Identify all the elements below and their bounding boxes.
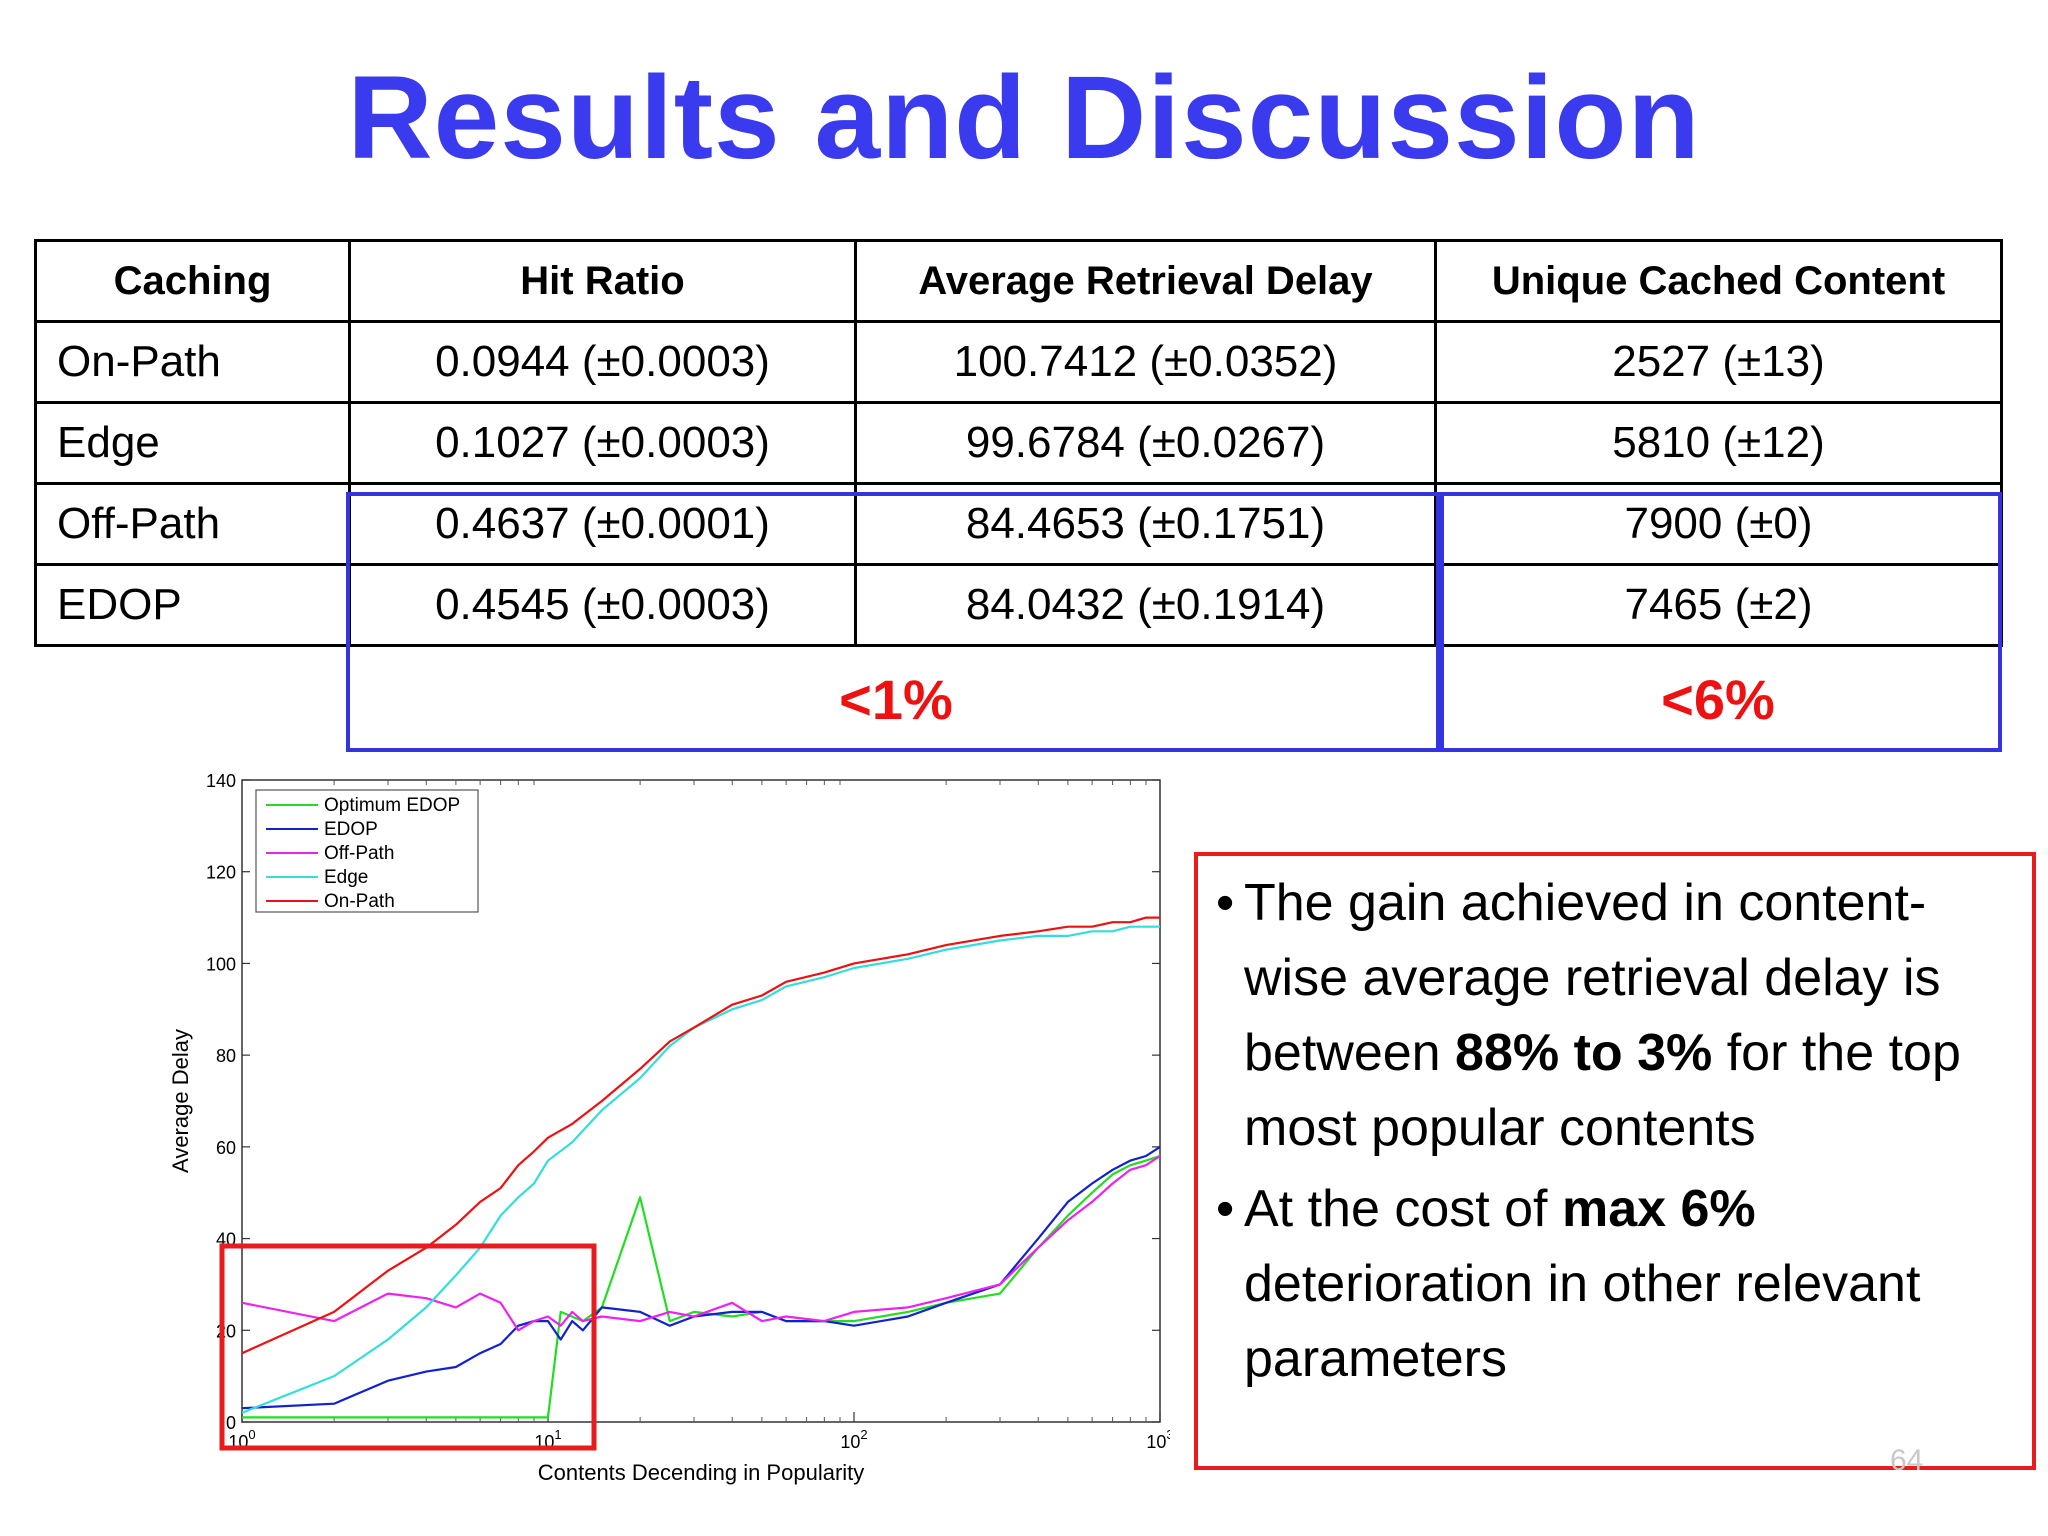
table-cell: 0.4637 (±0.0001)	[348, 482, 857, 566]
y-tick-label: 120	[206, 863, 236, 883]
table-cell: 7465 (±2)	[1434, 563, 2003, 647]
legend-box	[255, 789, 479, 913]
table-row: On-Path 0.0944 (±0.0003) 100.7412 (±0.03…	[34, 320, 2003, 404]
table-row: EDOP 0.4545 (±0.0003) 84.0432 (±0.1914) …	[34, 563, 2003, 647]
table-cell: 84.4653 (±0.1751)	[854, 482, 1437, 566]
bullet-text: At the cost of	[1244, 1180, 1562, 1238]
legend-label-off-path: Off-Path	[324, 843, 394, 864]
table-row: Off-Path 0.4637 (±0.0001) 84.4653 (±0.17…	[34, 482, 2003, 566]
legend-label-optimum-edop: Optimum EDOP	[324, 795, 460, 816]
table-header-average-retrieval-delay: Average Retrieval Delay	[854, 239, 1437, 323]
y-tick-label: 20	[216, 1321, 236, 1341]
key-findings-box: • The gain achieved in content-wise avera…	[1194, 852, 2036, 1470]
bullet-dot-icon: •	[1216, 1180, 1235, 1238]
table-cell: Off-Path	[34, 482, 351, 566]
highlight-box-hit-ratio-delay	[346, 492, 1440, 752]
series-line-off-path	[241, 1155, 1161, 1332]
x-tick-label: 103	[1146, 1427, 1170, 1452]
bullet-text: for the top most popular contents	[1244, 1024, 1961, 1157]
table-header-unique-cached-content: Unique Cached Content	[1434, 239, 2003, 323]
bullet-item: • The gain achieved in content-wise avera…	[1216, 866, 2020, 1166]
table-cell: 7900 (±0)	[1434, 482, 2003, 566]
table-cell: 99.6784 (±0.0267)	[854, 401, 1437, 485]
x-axis-label: Contents Decending in Popularity	[538, 1460, 865, 1485]
table-cell: Edge	[34, 401, 351, 485]
table-cell: On-Path	[34, 320, 351, 404]
bullet-item: • At the cost of max 6% deterioration in …	[1216, 1172, 2020, 1397]
delay-chart: 020406080100120140100101102103 Optimum E…	[168, 771, 1170, 1485]
zoom-highlight-box	[219, 1243, 597, 1451]
chart-legend: Optimum EDOP EDOP Off-Path Edge On-Path	[255, 789, 479, 913]
table-cell: 0.0944 (±0.0003)	[348, 320, 857, 404]
series-line-edge	[241, 925, 1160, 1414]
bullet-text: deterioration in other relevant paramete…	[1244, 1255, 1921, 1388]
table-cell: 0.4545 (±0.0003)	[348, 563, 857, 647]
table-header-hit-ratio: Hit Ratio	[348, 239, 857, 323]
y-tick-label: 80	[216, 1046, 236, 1066]
table-header-caching: Caching	[34, 239, 351, 323]
series-line-edop	[241, 1145, 1161, 1410]
table-cell: 2527 (±13)	[1434, 320, 2003, 404]
chart-series-group	[241, 916, 1161, 1419]
bullet-text: The gain achieved in content-wise averag…	[1244, 874, 1941, 1082]
legend-label-edop: EDOP	[324, 819, 378, 840]
table-cell: 5810 (±12)	[1434, 401, 2003, 485]
highlight-box-unique-content	[1440, 492, 2002, 752]
table-cell: 0.1027 (±0.0003)	[348, 401, 857, 485]
bullet-dot-icon: •	[1216, 874, 1235, 932]
page-number: 64	[1890, 1444, 1924, 1477]
table-cell: 100.7412 (±0.0352)	[854, 320, 1437, 404]
y-tick-label: 140	[206, 771, 236, 791]
results-table: Caching Hit Ratio Average Retrieval Dela…	[34, 239, 2003, 647]
y-tick-label: 100	[206, 954, 236, 974]
legend-label-edge: Edge	[324, 867, 368, 888]
bullet-emphasis: 88% to 3%	[1455, 1024, 1713, 1082]
table-cell: EDOP	[34, 563, 351, 647]
table-row: Edge 0.1027 (±0.0003) 99.6784 (±0.0267) …	[34, 401, 2003, 485]
bullet-emphasis: max 6%	[1561, 1180, 1756, 1238]
slide-title: Results and Discussion	[347, 52, 1701, 184]
highlight-percent-content: <6%	[1661, 668, 1775, 731]
legend-label-on-path: On-Path	[324, 891, 395, 912]
y-axis-label: Average Delay	[168, 1029, 193, 1173]
x-tick-label: 102	[840, 1427, 867, 1452]
table-header-row: Caching Hit Ratio Average Retrieval Dela…	[34, 239, 2003, 323]
y-tick-label: 60	[216, 1138, 236, 1158]
highlight-percent-delay: <1%	[839, 668, 953, 731]
y-tick-label: 0	[226, 1413, 236, 1433]
table-cell: 84.0432 (±0.1914)	[854, 563, 1437, 647]
series-line-on-path	[241, 916, 1160, 1355]
